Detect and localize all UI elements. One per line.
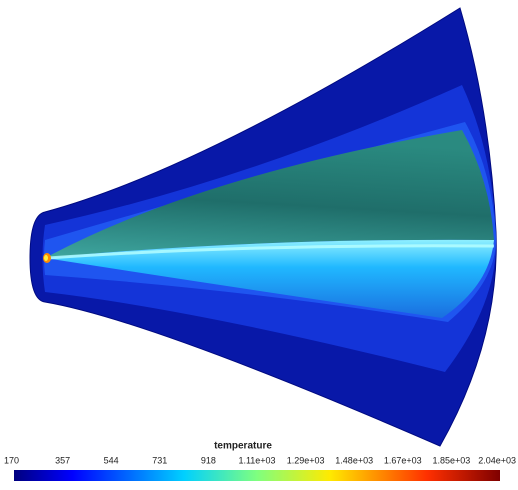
colorbar-tick-label: 170 xyxy=(4,455,19,465)
page: {"colorbar": {"title": "temperature", "t… xyxy=(0,0,518,490)
stagnation-core xyxy=(44,255,48,261)
colorbar-tick-label: 1.67e+03 xyxy=(384,455,422,465)
colorbar-tick-label: 731 xyxy=(152,455,167,465)
colorbar-tick-label: 1.48e+03 xyxy=(335,455,373,465)
visualization: temperature 170 357 544 731 918 1.11e+03 1.29e… xyxy=(0,0,518,490)
colorbar xyxy=(14,470,500,481)
colorbar-tick-label: 1.85e+03 xyxy=(433,455,471,465)
colorbar-tick-label: 918 xyxy=(201,455,216,465)
colorbar-tick-label: 2.04e+03 xyxy=(478,455,516,465)
colorbar-tick-label: 357 xyxy=(55,455,70,465)
colorbar-tick-label: 1.29e+03 xyxy=(287,455,325,465)
colorbar-title: temperature xyxy=(214,441,272,452)
colorbar-tick-label: 544 xyxy=(104,455,119,465)
colorbar-tick-label: 1.11e+03 xyxy=(238,455,275,465)
